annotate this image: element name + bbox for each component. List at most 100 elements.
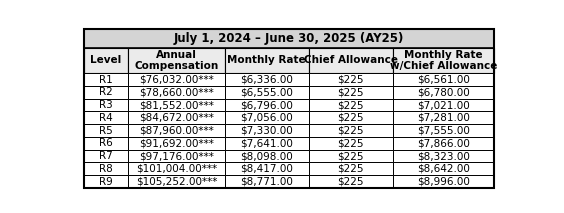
Text: R6: R6	[99, 138, 113, 148]
Text: $8,642.00: $8,642.00	[417, 164, 470, 174]
Bar	[393, 163, 495, 175]
Text: R2: R2	[99, 87, 113, 97]
Bar	[393, 48, 495, 73]
Text: $8,417.00: $8,417.00	[240, 164, 293, 174]
Text: $225: $225	[337, 125, 364, 135]
Bar	[309, 48, 393, 73]
Text: $81,552.00***: $81,552.00***	[139, 100, 214, 110]
Text: $7,056.00: $7,056.00	[240, 113, 293, 123]
Text: $6,561.00: $6,561.00	[417, 75, 470, 85]
Text: R9: R9	[99, 177, 113, 187]
Bar	[393, 124, 495, 137]
Bar	[224, 150, 309, 163]
Text: July 1, 2024 – June 30, 2025 (AY25): July 1, 2024 – June 30, 2025 (AY25)	[174, 32, 404, 45]
Bar	[224, 99, 309, 111]
Text: $225: $225	[337, 113, 364, 123]
Text: Monthly Rate
w/Chief Allowance: Monthly Rate w/Chief Allowance	[390, 50, 497, 71]
Text: $6,780.00: $6,780.00	[417, 87, 470, 97]
Text: $7,866.00: $7,866.00	[417, 138, 470, 148]
Bar	[309, 73, 393, 86]
Text: R8: R8	[99, 164, 113, 174]
Text: $87,960.00***: $87,960.00***	[139, 125, 214, 135]
Text: $6,336.00: $6,336.00	[240, 75, 293, 85]
Bar	[393, 86, 495, 99]
Text: $7,330.00: $7,330.00	[240, 125, 293, 135]
Bar	[224, 86, 309, 99]
Text: $7,021.00: $7,021.00	[417, 100, 470, 110]
Bar	[309, 124, 393, 137]
Text: Annual
Compensation: Annual Compensation	[134, 50, 219, 71]
Text: $8,996.00: $8,996.00	[417, 177, 470, 187]
Bar	[83, 73, 129, 86]
Bar	[309, 99, 393, 111]
Text: $7,641.00: $7,641.00	[240, 138, 293, 148]
Bar	[309, 137, 393, 150]
Text: Chief Allowance: Chief Allowance	[303, 55, 398, 65]
Text: $91,692.00***: $91,692.00***	[139, 138, 214, 148]
Bar	[83, 137, 129, 150]
Bar	[83, 163, 129, 175]
Bar	[309, 150, 393, 163]
Text: R3: R3	[99, 100, 113, 110]
Bar	[129, 48, 224, 73]
Text: $76,032.00***: $76,032.00***	[139, 75, 214, 85]
Text: $225: $225	[337, 138, 364, 148]
Text: $7,281.00: $7,281.00	[417, 113, 470, 123]
Bar	[129, 86, 224, 99]
Bar	[393, 137, 495, 150]
Bar	[224, 48, 309, 73]
Text: $8,771.00: $8,771.00	[240, 177, 293, 187]
Bar	[129, 137, 224, 150]
Text: $225: $225	[337, 100, 364, 110]
Bar	[309, 111, 393, 124]
Bar	[309, 86, 393, 99]
Bar	[83, 48, 129, 73]
Text: Level: Level	[90, 55, 122, 65]
Bar	[83, 29, 495, 48]
Bar	[129, 73, 224, 86]
Bar	[393, 175, 495, 188]
Bar	[129, 99, 224, 111]
Text: $6,555.00: $6,555.00	[240, 87, 293, 97]
Bar	[224, 124, 309, 137]
Bar	[224, 175, 309, 188]
Text: $225: $225	[337, 177, 364, 187]
Text: $101,004.00***: $101,004.00***	[136, 164, 217, 174]
Bar	[309, 163, 393, 175]
Text: $105,252.00***: $105,252.00***	[136, 177, 217, 187]
Text: $84,672.00***: $84,672.00***	[139, 113, 214, 123]
Bar	[393, 150, 495, 163]
Text: Monthly Rate: Monthly Rate	[227, 55, 306, 65]
Bar	[393, 73, 495, 86]
Bar	[129, 124, 224, 137]
Text: $6,796.00: $6,796.00	[240, 100, 293, 110]
Bar	[83, 111, 129, 124]
Text: $225: $225	[337, 75, 364, 85]
Bar	[393, 111, 495, 124]
Bar	[309, 175, 393, 188]
Bar	[393, 99, 495, 111]
Text: $225: $225	[337, 164, 364, 174]
Bar	[83, 99, 129, 111]
Bar	[129, 150, 224, 163]
Text: R4: R4	[99, 113, 113, 123]
Text: $78,660.00***: $78,660.00***	[139, 87, 214, 97]
Text: $225: $225	[337, 87, 364, 97]
Bar	[129, 175, 224, 188]
Text: R5: R5	[99, 125, 113, 135]
Bar	[129, 111, 224, 124]
Bar	[83, 175, 129, 188]
Text: $7,555.00: $7,555.00	[417, 125, 470, 135]
Bar	[224, 111, 309, 124]
Text: $97,176.00***: $97,176.00***	[139, 151, 214, 161]
Bar	[224, 73, 309, 86]
Text: $8,323.00: $8,323.00	[417, 151, 470, 161]
Bar	[83, 124, 129, 137]
Text: $225: $225	[337, 151, 364, 161]
Bar	[224, 137, 309, 150]
Text: R1: R1	[99, 75, 113, 85]
Text: $8,098.00: $8,098.00	[240, 151, 293, 161]
Bar	[224, 163, 309, 175]
Bar	[83, 86, 129, 99]
Text: R7: R7	[99, 151, 113, 161]
